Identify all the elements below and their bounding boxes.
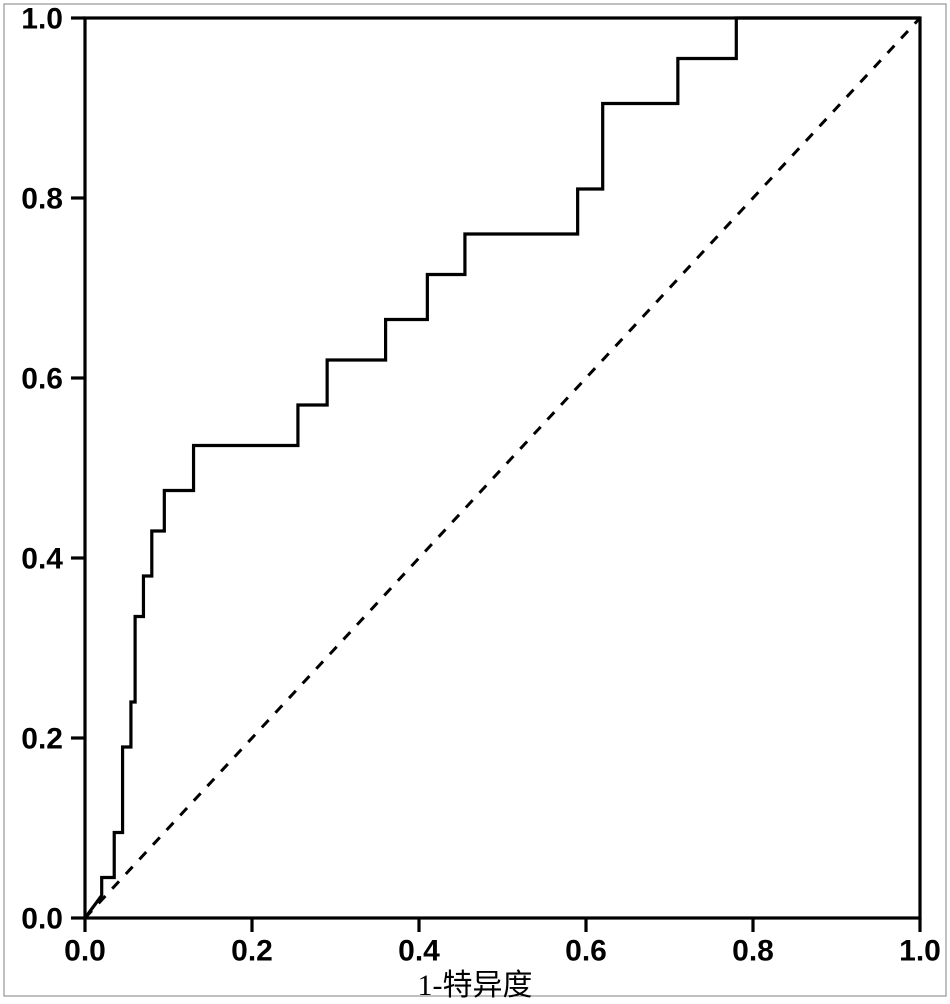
svg-text:0.2: 0.2 <box>21 723 63 756</box>
svg-text:0.0: 0.0 <box>21 903 63 936</box>
svg-text:0.8: 0.8 <box>21 183 63 216</box>
svg-text:0.4: 0.4 <box>21 543 63 576</box>
svg-text:0.6: 0.6 <box>21 363 63 396</box>
svg-text:1.0: 1.0 <box>21 3 63 36</box>
roc-chart: 0.00.20.40.60.81.00.00.20.40.60.81.0 1-特… <box>0 0 950 1000</box>
chart-svg: 0.00.20.40.60.81.00.00.20.40.60.81.0 <box>0 0 950 1000</box>
x-axis-label: 1-特异度 <box>0 960 950 1004</box>
